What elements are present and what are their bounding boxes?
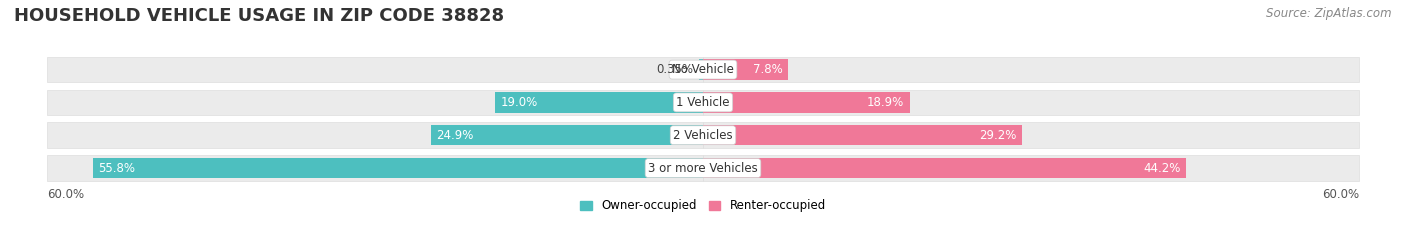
Text: 7.8%: 7.8% [754,63,783,76]
Bar [703,90,1360,115]
Bar [699,59,703,80]
Text: 60.0%: 60.0% [1322,188,1360,202]
Text: 0.35%: 0.35% [657,63,693,76]
Bar [703,155,1360,181]
Bar [703,57,1360,82]
Bar [703,125,1022,145]
Text: 55.8%: 55.8% [98,161,135,175]
Text: 29.2%: 29.2% [980,129,1017,142]
Bar [703,123,1360,148]
Bar [703,92,910,113]
Bar [46,123,703,148]
Bar [703,158,1187,178]
Bar [430,125,703,145]
Text: 3 or more Vehicles: 3 or more Vehicles [648,161,758,175]
Text: No Vehicle: No Vehicle [672,63,734,76]
Bar [495,92,703,113]
Bar [46,57,703,82]
Bar [46,155,703,181]
Text: 2 Vehicles: 2 Vehicles [673,129,733,142]
Legend: Owner-occupied, Renter-occupied: Owner-occupied, Renter-occupied [575,195,831,217]
Bar [703,59,789,80]
Text: HOUSEHOLD VEHICLE USAGE IN ZIP CODE 38828: HOUSEHOLD VEHICLE USAGE IN ZIP CODE 3882… [14,7,505,25]
Bar [93,158,703,178]
Text: 19.0%: 19.0% [501,96,538,109]
Bar [46,90,703,115]
Text: Source: ZipAtlas.com: Source: ZipAtlas.com [1267,7,1392,20]
Text: 44.2%: 44.2% [1143,161,1181,175]
Text: 18.9%: 18.9% [868,96,904,109]
Text: 60.0%: 60.0% [46,188,84,202]
Text: 24.9%: 24.9% [436,129,474,142]
Text: 1 Vehicle: 1 Vehicle [676,96,730,109]
